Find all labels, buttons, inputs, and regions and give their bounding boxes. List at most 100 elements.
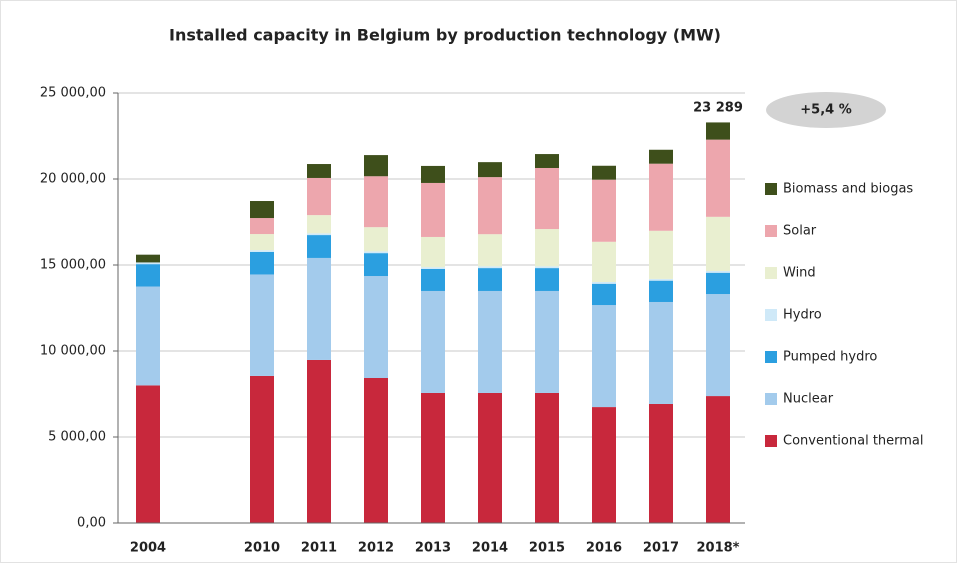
bar-segment bbox=[421, 290, 445, 393]
bar-segment bbox=[364, 155, 388, 177]
bar-segment bbox=[250, 251, 274, 275]
bar-segment bbox=[706, 396, 730, 523]
annotation: 23 289 bbox=[693, 101, 743, 116]
bar-segment bbox=[649, 149, 673, 164]
annotation-bubble bbox=[766, 92, 886, 128]
bar-segment bbox=[136, 254, 160, 263]
chart-title: Installed capacity in Belgium by product… bbox=[169, 26, 721, 45]
y-tick-label: 25 000,00 bbox=[40, 86, 106, 101]
x-tick-label: 2012 bbox=[358, 541, 394, 556]
bar-segment bbox=[136, 385, 160, 523]
bar-segment bbox=[592, 179, 616, 242]
bar-segment bbox=[592, 241, 616, 283]
bar-segment bbox=[421, 392, 445, 523]
bar-segment bbox=[706, 122, 730, 140]
bar-segment bbox=[421, 267, 445, 269]
x-tick-label: 2004 bbox=[130, 541, 166, 556]
bar-segment bbox=[136, 264, 160, 287]
bar-segment bbox=[478, 268, 502, 291]
bar-segment bbox=[250, 234, 274, 251]
bar-segment bbox=[592, 283, 616, 306]
x-tick-label: 2017 bbox=[643, 541, 679, 556]
bar-segment bbox=[364, 276, 388, 379]
bar-segment bbox=[364, 253, 388, 277]
bar-segment bbox=[478, 162, 502, 178]
bar-segment bbox=[478, 392, 502, 523]
bar-segment bbox=[136, 262, 160, 265]
y-tick-label: 5 000,00 bbox=[48, 430, 106, 445]
bar-segment bbox=[307, 177, 331, 216]
bar-segment bbox=[478, 290, 502, 393]
legend-label: Wind bbox=[783, 266, 816, 281]
bar-segment bbox=[307, 215, 331, 234]
bar-segment bbox=[535, 167, 559, 230]
y-tick-label: 10 000,00 bbox=[40, 344, 106, 359]
bar-segment bbox=[421, 182, 445, 237]
x-tick-label: 2018* bbox=[697, 541, 740, 556]
x-tick-label: 2016 bbox=[586, 541, 622, 556]
x-tick-label: 2011 bbox=[301, 541, 337, 556]
legend-swatch bbox=[765, 393, 777, 405]
bar-segment bbox=[478, 234, 502, 267]
bar-segment bbox=[421, 268, 445, 291]
x-tick-label: 2013 bbox=[415, 541, 451, 556]
bar-segment bbox=[649, 301, 673, 404]
legend-label: Solar bbox=[783, 224, 817, 239]
legend-label: Nuclear bbox=[783, 392, 834, 407]
y-tick-label: 20 000,00 bbox=[40, 172, 106, 187]
bar-segment bbox=[307, 359, 331, 523]
legend-label: Biomass and biogas bbox=[783, 182, 913, 197]
legend-swatch bbox=[765, 225, 777, 237]
annotation: +5,4 % bbox=[800, 103, 851, 118]
bar-segment bbox=[706, 139, 730, 217]
bar-segment bbox=[706, 216, 730, 272]
bar-segment bbox=[478, 177, 502, 235]
bar-segment bbox=[421, 236, 445, 268]
x-tick-label: 2014 bbox=[472, 541, 508, 556]
bar-segment bbox=[592, 165, 616, 180]
bar-segment bbox=[592, 407, 616, 523]
legend-swatch bbox=[765, 267, 777, 279]
bar-segment bbox=[307, 164, 331, 178]
bar-segment bbox=[478, 266, 502, 269]
bar-segment bbox=[592, 282, 616, 284]
bar-segment bbox=[535, 266, 559, 269]
x-tick-label: 2015 bbox=[529, 541, 565, 556]
bar-segment bbox=[649, 163, 673, 231]
bar-segment bbox=[592, 305, 616, 408]
bar-segment bbox=[421, 165, 445, 183]
bar-segment bbox=[706, 271, 730, 273]
bar-segment bbox=[307, 235, 331, 258]
bar-segment bbox=[535, 229, 559, 267]
bar-segment bbox=[535, 392, 559, 523]
bar-segment bbox=[307, 233, 331, 236]
bar-segment bbox=[250, 250, 274, 252]
y-tick-label: 15 000,00 bbox=[40, 258, 106, 273]
legend-swatch bbox=[765, 435, 777, 447]
legend-swatch bbox=[765, 309, 777, 321]
bar-segment bbox=[364, 378, 388, 523]
bar-segment bbox=[649, 403, 673, 523]
legend-label: Conventional thermal bbox=[783, 434, 924, 449]
legend-label: Hydro bbox=[783, 308, 822, 323]
y-tick-label: 0,00 bbox=[77, 516, 106, 531]
bar-segment bbox=[136, 286, 160, 386]
bar-segment bbox=[307, 257, 331, 360]
x-tick-label: 2010 bbox=[244, 541, 280, 556]
legend-swatch bbox=[765, 183, 777, 195]
bar-segment bbox=[706, 272, 730, 295]
bar-segment bbox=[535, 268, 559, 291]
bar-segment bbox=[649, 278, 673, 281]
bar-segment bbox=[649, 230, 673, 279]
bar-segment bbox=[250, 218, 274, 235]
bar-segment bbox=[706, 294, 730, 397]
bar-segment bbox=[250, 274, 274, 376]
bar-segment bbox=[364, 227, 388, 252]
legend-swatch bbox=[765, 351, 777, 363]
bar-segment bbox=[649, 280, 673, 302]
bar-segment bbox=[250, 201, 274, 219]
bar-segment bbox=[364, 251, 388, 254]
bar-segment bbox=[364, 176, 388, 228]
bar-segment bbox=[535, 154, 559, 168]
